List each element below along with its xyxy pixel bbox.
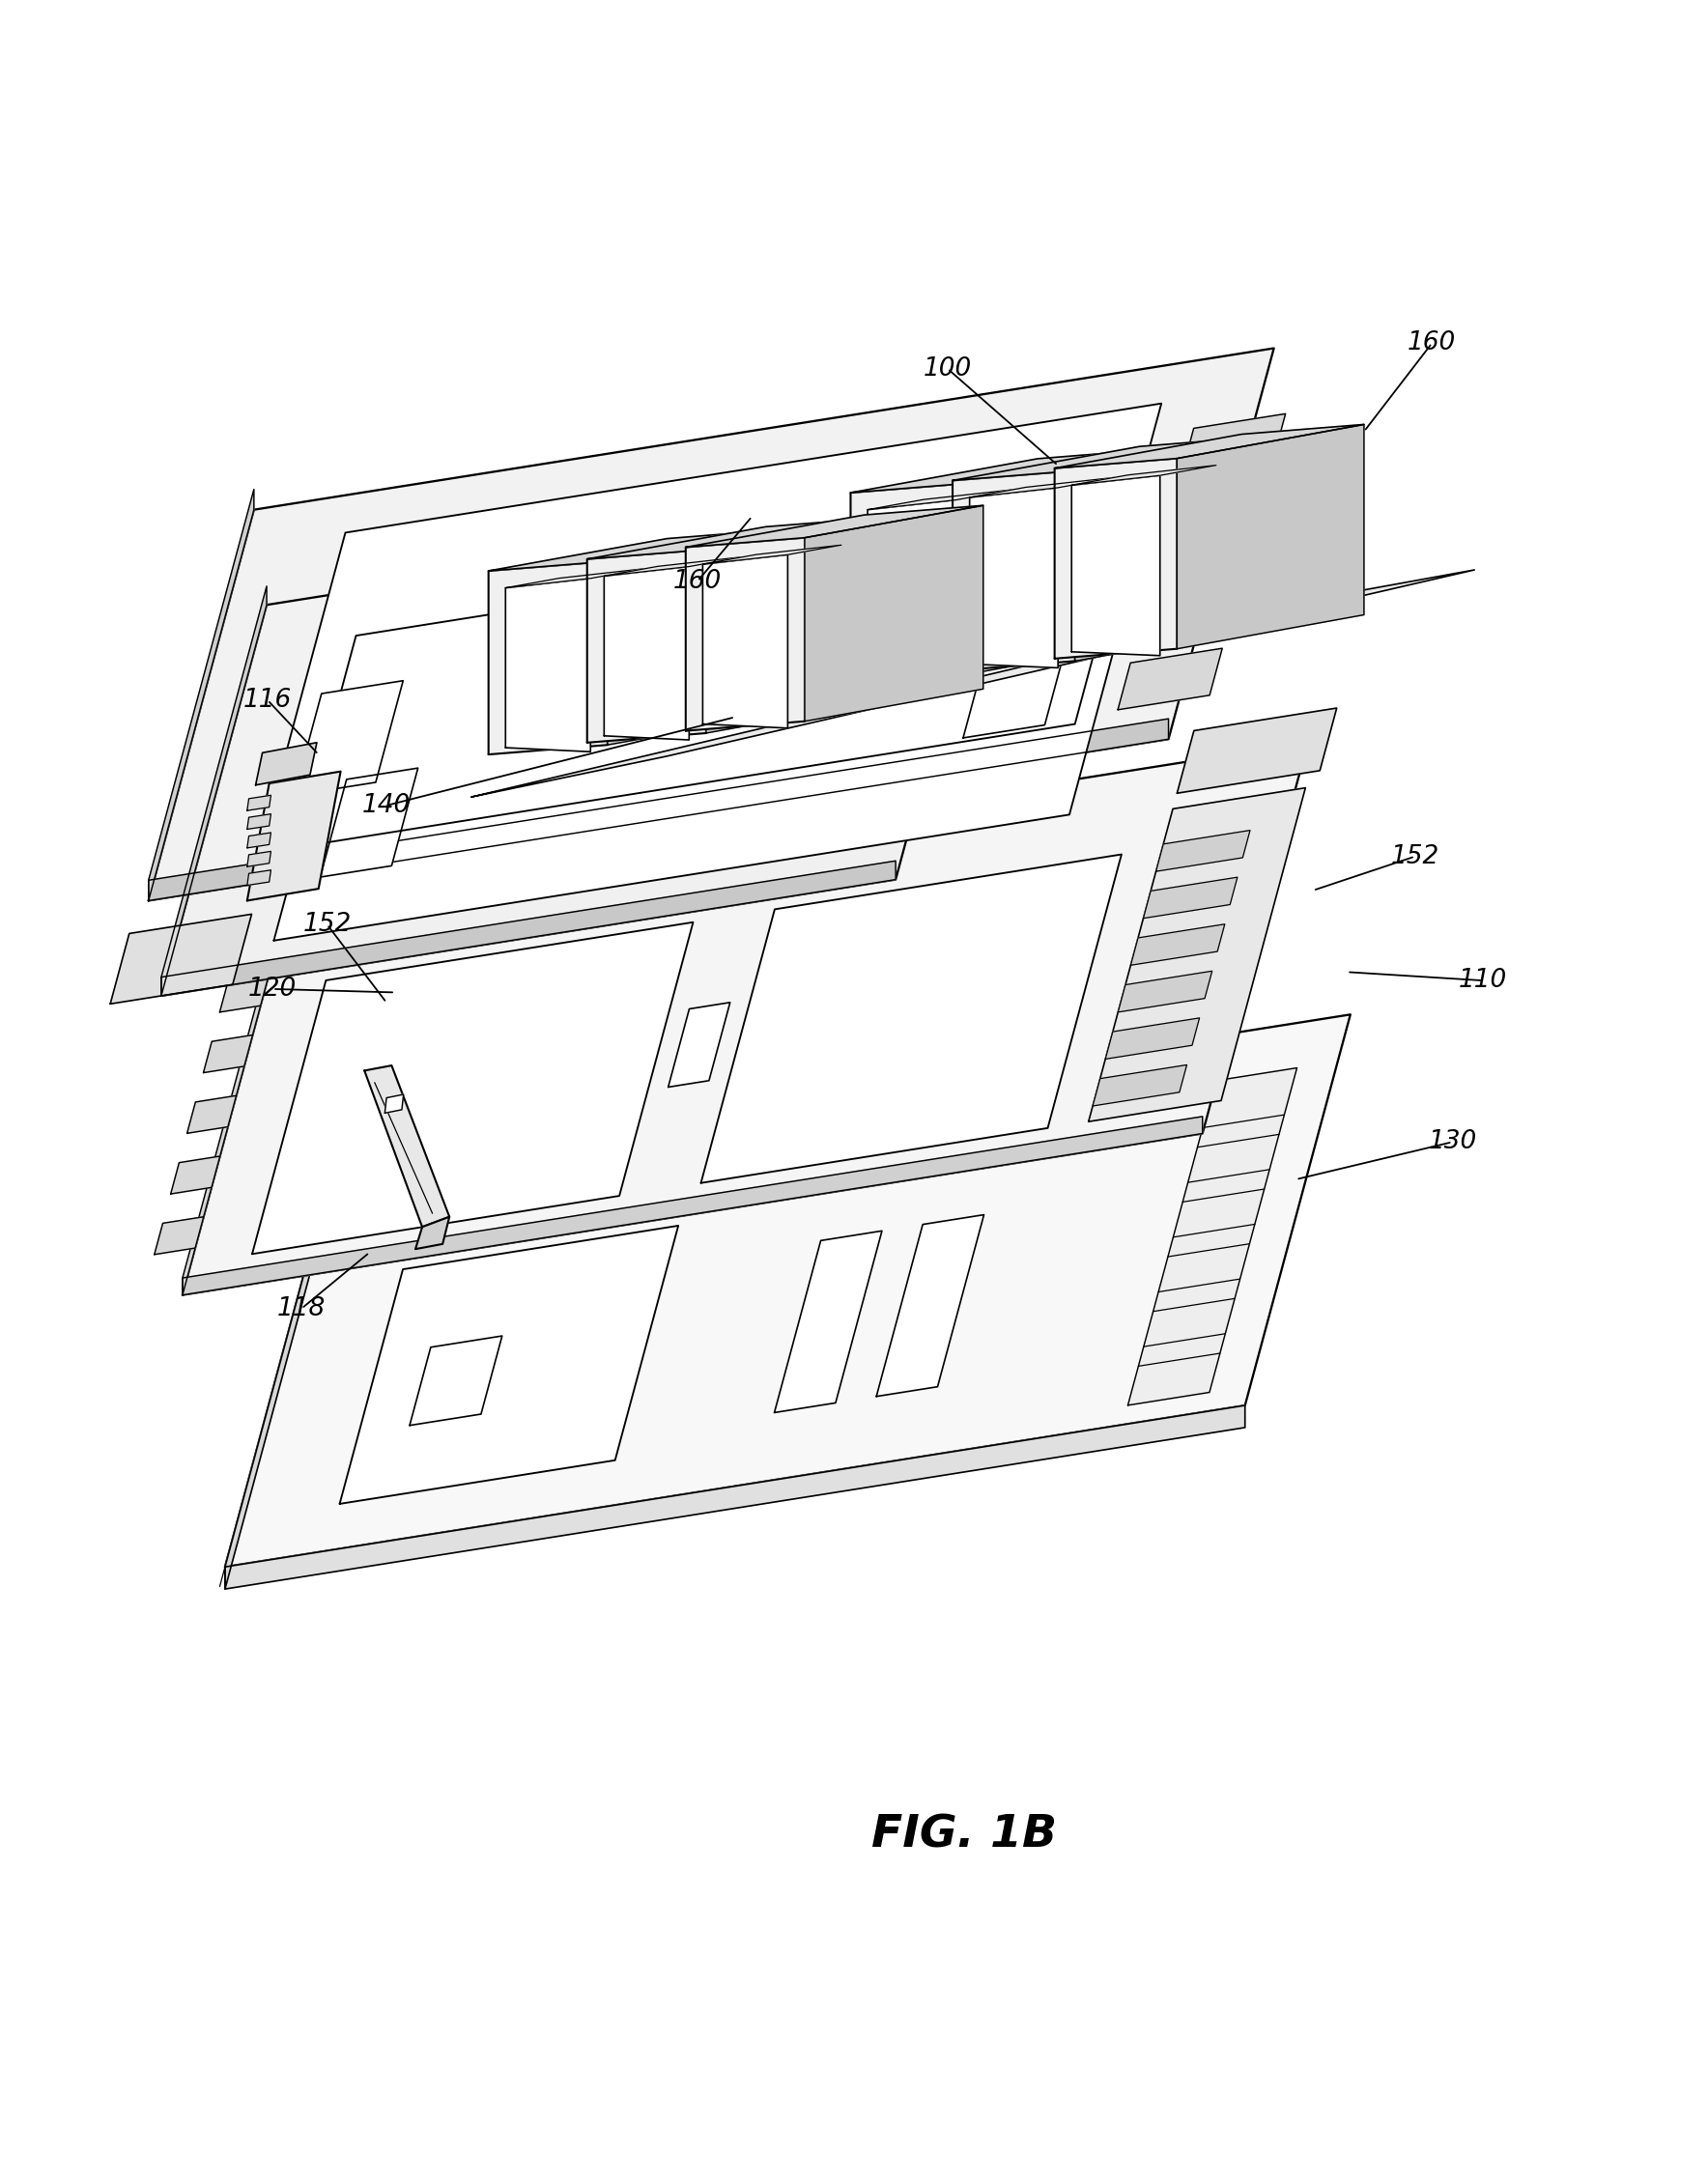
- Polygon shape: [111, 914, 251, 1004]
- Polygon shape: [605, 567, 688, 740]
- Polygon shape: [273, 511, 1151, 940]
- Polygon shape: [183, 1117, 1202, 1294]
- Polygon shape: [161, 862, 895, 995]
- Polygon shape: [183, 888, 289, 1294]
- Text: 160: 160: [1407, 332, 1457, 356]
- Polygon shape: [588, 550, 705, 742]
- Polygon shape: [506, 578, 591, 753]
- Polygon shape: [149, 489, 254, 901]
- Polygon shape: [700, 855, 1122, 1183]
- Polygon shape: [188, 1095, 236, 1132]
- Polygon shape: [851, 482, 974, 683]
- Text: FIG. 1B: FIG. 1B: [871, 1813, 1057, 1857]
- Polygon shape: [149, 349, 1274, 901]
- Polygon shape: [248, 814, 272, 829]
- Text: 160: 160: [673, 570, 722, 594]
- Polygon shape: [1139, 570, 1243, 631]
- Polygon shape: [963, 620, 1073, 738]
- Text: 140: 140: [362, 792, 412, 818]
- Polygon shape: [1131, 925, 1225, 964]
- Polygon shape: [248, 851, 272, 866]
- Text: 120: 120: [248, 978, 297, 1002]
- Polygon shape: [161, 489, 1001, 995]
- Polygon shape: [319, 768, 418, 877]
- Polygon shape: [774, 1231, 881, 1412]
- Polygon shape: [225, 1015, 1351, 1567]
- Polygon shape: [364, 1065, 449, 1226]
- Polygon shape: [340, 1226, 678, 1503]
- Polygon shape: [506, 570, 644, 587]
- Polygon shape: [171, 1156, 220, 1194]
- Polygon shape: [1088, 788, 1305, 1122]
- Polygon shape: [1093, 1065, 1187, 1106]
- Polygon shape: [705, 517, 885, 733]
- Polygon shape: [953, 471, 1074, 670]
- Text: 152: 152: [1390, 844, 1440, 868]
- Polygon shape: [1054, 458, 1177, 659]
- Polygon shape: [702, 546, 842, 565]
- Polygon shape: [588, 517, 885, 559]
- Polygon shape: [851, 449, 1160, 493]
- Polygon shape: [1177, 709, 1337, 794]
- Text: 110: 110: [1459, 969, 1506, 993]
- Polygon shape: [1071, 476, 1160, 655]
- Polygon shape: [868, 489, 1013, 511]
- Polygon shape: [970, 489, 1057, 668]
- Polygon shape: [668, 1002, 729, 1087]
- Polygon shape: [415, 1218, 449, 1248]
- Polygon shape: [970, 478, 1114, 497]
- Polygon shape: [1074, 436, 1262, 661]
- Text: 100: 100: [924, 356, 972, 382]
- Text: 116: 116: [243, 687, 292, 714]
- Polygon shape: [248, 794, 272, 810]
- Polygon shape: [149, 718, 1168, 901]
- Polygon shape: [1105, 1019, 1199, 1058]
- Polygon shape: [183, 742, 1308, 1294]
- Text: 130: 130: [1428, 1130, 1477, 1154]
- Polygon shape: [384, 1095, 403, 1113]
- Polygon shape: [868, 500, 956, 681]
- Polygon shape: [248, 834, 272, 849]
- Polygon shape: [203, 1034, 253, 1074]
- Polygon shape: [974, 449, 1160, 674]
- Polygon shape: [248, 772, 340, 901]
- Polygon shape: [1119, 971, 1213, 1012]
- Polygon shape: [1180, 415, 1286, 476]
- Polygon shape: [161, 587, 266, 995]
- Text: 152: 152: [302, 912, 352, 936]
- Polygon shape: [488, 561, 608, 755]
- Polygon shape: [1127, 1067, 1296, 1405]
- Polygon shape: [702, 554, 787, 729]
- Polygon shape: [605, 556, 743, 576]
- Polygon shape: [804, 506, 984, 722]
- Polygon shape: [260, 404, 1161, 853]
- Polygon shape: [410, 1335, 502, 1425]
- Polygon shape: [1143, 877, 1237, 919]
- Polygon shape: [248, 871, 272, 886]
- Polygon shape: [225, 1405, 1245, 1588]
- Polygon shape: [294, 681, 403, 794]
- Polygon shape: [1160, 491, 1264, 554]
- Polygon shape: [471, 570, 1474, 796]
- Polygon shape: [1156, 831, 1250, 871]
- Polygon shape: [1177, 425, 1365, 648]
- Polygon shape: [154, 1218, 203, 1255]
- Polygon shape: [1071, 465, 1216, 484]
- Polygon shape: [685, 537, 804, 731]
- Polygon shape: [256, 742, 316, 786]
- Polygon shape: [488, 528, 786, 572]
- Polygon shape: [953, 436, 1262, 480]
- Polygon shape: [220, 975, 268, 1012]
- Polygon shape: [876, 1215, 984, 1396]
- Polygon shape: [1054, 425, 1365, 469]
- Text: 118: 118: [277, 1296, 326, 1320]
- Polygon shape: [225, 1176, 330, 1588]
- Polygon shape: [608, 528, 786, 744]
- Polygon shape: [1117, 648, 1223, 709]
- Polygon shape: [685, 506, 984, 548]
- Polygon shape: [253, 923, 693, 1255]
